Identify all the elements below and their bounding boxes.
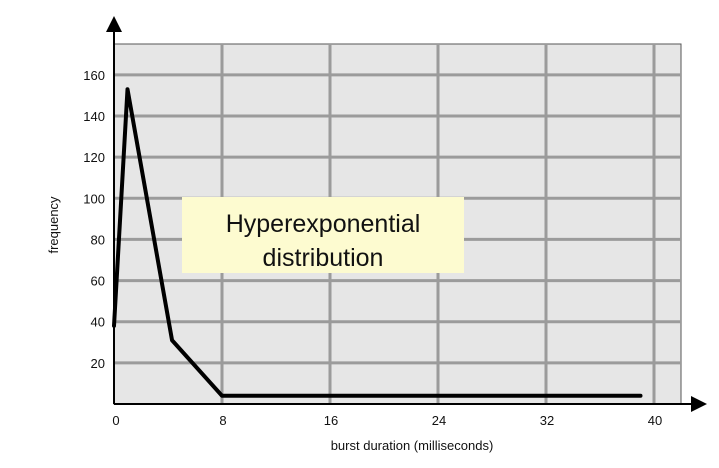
y-tick-label: 60 bbox=[91, 274, 105, 289]
y-axis-label: frequency bbox=[46, 196, 61, 254]
x-tick-label: 16 bbox=[324, 413, 338, 428]
annotation-line-1: Hyperexponential bbox=[226, 210, 421, 238]
y-tick-label: 140 bbox=[83, 109, 105, 124]
y-tick-label: 80 bbox=[91, 232, 105, 247]
y-tick-label: 20 bbox=[91, 356, 105, 371]
axes bbox=[106, 16, 707, 412]
annotation-box bbox=[182, 197, 464, 273]
x-tick-label: 40 bbox=[648, 413, 662, 428]
annotation-line-2: distribution bbox=[263, 244, 384, 272]
y-tick-label: 40 bbox=[91, 315, 105, 330]
x-tick-label: 0 bbox=[112, 413, 119, 428]
x-tick-label: 24 bbox=[432, 413, 446, 428]
y-tick-label: 120 bbox=[83, 150, 105, 165]
x-tick-label: 8 bbox=[219, 413, 226, 428]
series bbox=[112, 87, 643, 398]
y-tick-label: 160 bbox=[83, 68, 105, 83]
series-line bbox=[112, 87, 643, 398]
x-tick-label: 32 bbox=[540, 413, 554, 428]
x-axis-label: burst duration (milliseconds) bbox=[331, 438, 494, 453]
y-tick-label: 100 bbox=[83, 191, 105, 206]
annotation: Hyperexponential distribution bbox=[182, 197, 464, 273]
tick-labels: 0 8 16 24 32 40 20 40 60 80 100 120 140 160 bbox=[83, 68, 662, 428]
